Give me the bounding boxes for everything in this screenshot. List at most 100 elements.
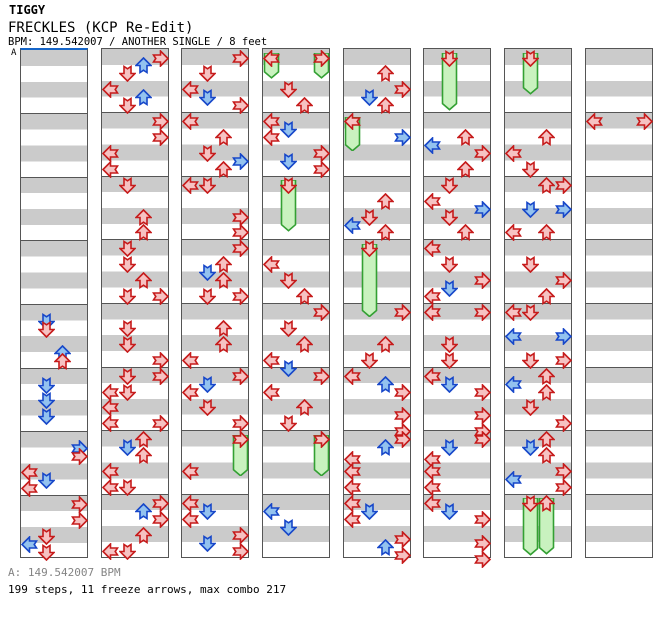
down-arrow-note-icon: [280, 415, 297, 433]
up-arrow-note-icon: [377, 224, 394, 242]
down-arrow-note-icon: [119, 478, 136, 496]
measure-line: [263, 175, 329, 177]
right-arrow-note-icon: [152, 415, 169, 433]
up-arrow-note-icon: [215, 160, 232, 178]
down-arrow-note-icon: [119, 240, 136, 258]
left-arrow-note-icon: [263, 351, 280, 369]
down-arrow-note-icon: [280, 176, 297, 194]
right-arrow-note-icon: [555, 176, 572, 194]
down-arrow-note-icon: [38, 320, 55, 338]
down-arrow-note-icon: [441, 176, 458, 194]
measure-line: [505, 493, 571, 495]
measure-line: [586, 175, 652, 177]
down-arrow-note-icon: [38, 376, 55, 394]
right-arrow-note-icon: [152, 113, 169, 131]
right-arrow-note-icon: [232, 224, 249, 242]
left-arrow-note-icon: [102, 81, 119, 99]
right-arrow-note-icon: [71, 448, 88, 466]
down-arrow-note-icon: [199, 502, 216, 520]
up-arrow-note-icon: [538, 129, 555, 147]
right-arrow-note-icon: [555, 463, 572, 481]
down-arrow-note-icon: [441, 439, 458, 457]
up-arrow-note-icon: [296, 288, 313, 306]
left-arrow-note-icon: [505, 471, 522, 489]
left-arrow-note-icon: [344, 510, 361, 528]
left-arrow-note-icon: [21, 479, 38, 497]
left-arrow-note-icon: [344, 463, 361, 481]
measure-line: [182, 303, 248, 304]
right-arrow-note-icon: [232, 526, 249, 544]
measure-line: [263, 112, 329, 114]
right-arrow-note-icon: [474, 510, 491, 528]
measure-line: [21, 176, 87, 178]
left-arrow-note-icon: [424, 288, 441, 306]
down-arrow-note-icon: [361, 208, 378, 226]
measure-line: [21, 304, 87, 305]
left-arrow-note-icon: [263, 49, 280, 67]
down-arrow-note-icon: [522, 494, 539, 512]
right-arrow-note-icon: [474, 383, 491, 401]
measure-line: [586, 493, 652, 495]
down-arrow-note-icon: [280, 81, 297, 99]
down-arrow-note-icon: [522, 304, 539, 321]
right-arrow-note-icon: [232, 415, 249, 433]
freeze-arrow-body: [280, 180, 297, 232]
measure-line: [424, 112, 490, 114]
left-arrow-note-icon: [263, 113, 280, 131]
right-arrow-note-icon: [474, 200, 491, 218]
left-arrow-note-icon: [102, 463, 119, 481]
right-arrow-note-icon: [232, 288, 249, 306]
down-arrow-note-icon: [38, 408, 55, 426]
down-arrow-note-icon: [119, 383, 136, 401]
freeze-arrow-body: [522, 53, 539, 95]
up-arrow-note-icon: [377, 192, 394, 210]
right-arrow-note-icon: [636, 113, 653, 131]
chart-column: [504, 48, 572, 558]
left-arrow-note-icon: [182, 351, 199, 369]
down-arrow-note-icon: [280, 319, 297, 337]
measure-line: [424, 430, 490, 432]
left-arrow-note-icon: [424, 494, 441, 512]
up-arrow-note-icon: [538, 494, 555, 512]
down-arrow-note-icon: [441, 208, 458, 226]
measure-line: [263, 493, 329, 495]
measure-line: [344, 430, 410, 432]
up-arrow-note-icon: [377, 97, 394, 115]
measure-line: [505, 112, 571, 114]
down-arrow-note-icon: [119, 367, 136, 385]
up-arrow-note-icon: [135, 502, 152, 520]
freeze-arrow-body: [361, 243, 378, 318]
measure-line: [424, 493, 490, 495]
down-arrow-note-icon: [522, 49, 539, 67]
right-arrow-note-icon: [152, 49, 169, 67]
left-arrow-note-icon: [344, 494, 361, 512]
left-arrow-note-icon: [102, 160, 119, 178]
measure-line: [505, 303, 571, 304]
up-arrow-note-icon: [135, 208, 152, 226]
up-arrow-note-icon: [377, 375, 394, 393]
up-arrow-note-icon: [457, 129, 474, 147]
down-arrow-note-icon: [441, 335, 458, 353]
down-arrow-note-icon: [280, 359, 297, 377]
right-arrow-note-icon: [152, 367, 169, 385]
down-arrow-note-icon: [38, 392, 55, 410]
measure-line: [21, 113, 87, 115]
right-arrow-note-icon: [313, 49, 330, 67]
down-arrow-note-icon: [280, 272, 297, 290]
measure-line: [344, 112, 410, 114]
right-arrow-note-icon: [555, 272, 572, 290]
left-arrow-note-icon: [424, 136, 441, 154]
down-arrow-note-icon: [522, 160, 539, 178]
measure-line: [505, 239, 571, 241]
measure-line: [586, 112, 652, 114]
measure-line: [102, 430, 168, 432]
left-arrow-note-icon: [263, 383, 280, 401]
measure-line: [102, 303, 168, 304]
right-arrow-note-icon: [394, 407, 411, 425]
measure-line: [21, 494, 87, 496]
up-arrow-note-icon: [538, 383, 555, 401]
down-arrow-note-icon: [199, 176, 216, 194]
down-arrow-note-icon: [199, 144, 216, 162]
down-arrow-note-icon: [441, 351, 458, 369]
right-arrow-note-icon: [313, 144, 330, 162]
